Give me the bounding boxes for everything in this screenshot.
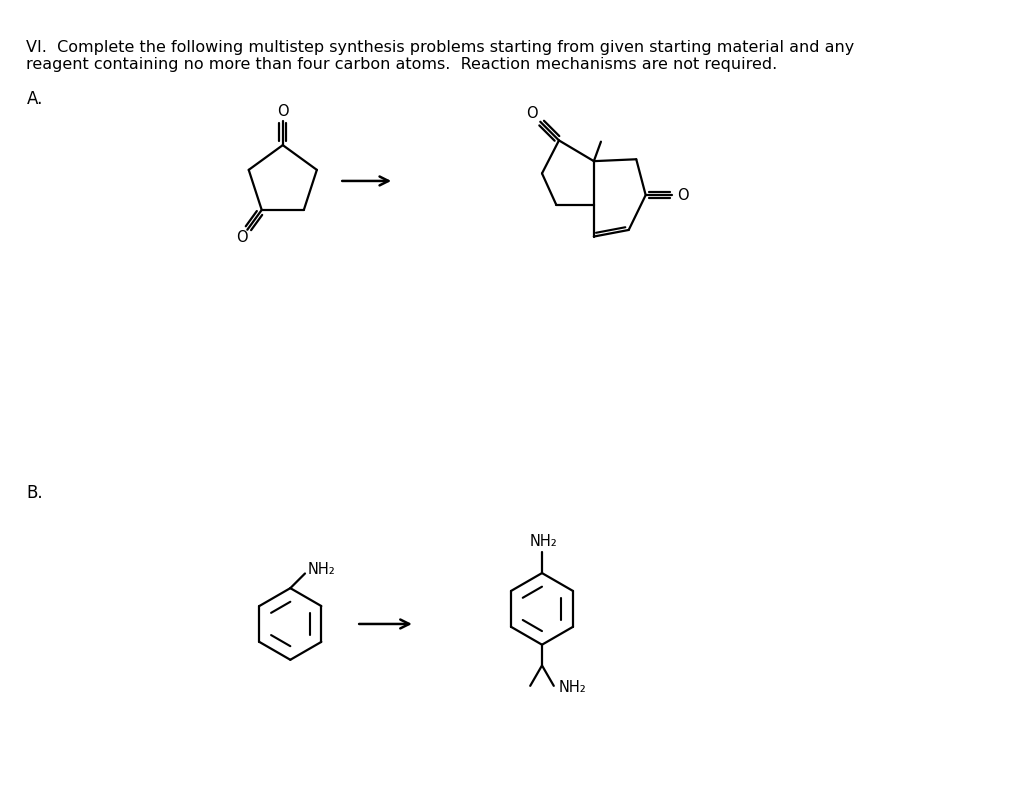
Text: NH₂: NH₂ (559, 680, 587, 695)
Text: VI.  Complete the following multistep synthesis problems starting from given sta: VI. Complete the following multistep syn… (27, 39, 855, 54)
Text: O: O (526, 106, 539, 121)
Text: A.: A. (27, 91, 43, 109)
Text: NH₂: NH₂ (308, 562, 336, 577)
Text: reagent containing no more than four carbon atoms.  Reaction mechanisms are not : reagent containing no more than four car… (27, 57, 777, 72)
Text: O: O (276, 104, 289, 119)
Text: O: O (236, 230, 248, 245)
Text: O: O (678, 187, 689, 202)
Text: NH₂: NH₂ (530, 534, 558, 549)
Text: B.: B. (27, 485, 43, 502)
